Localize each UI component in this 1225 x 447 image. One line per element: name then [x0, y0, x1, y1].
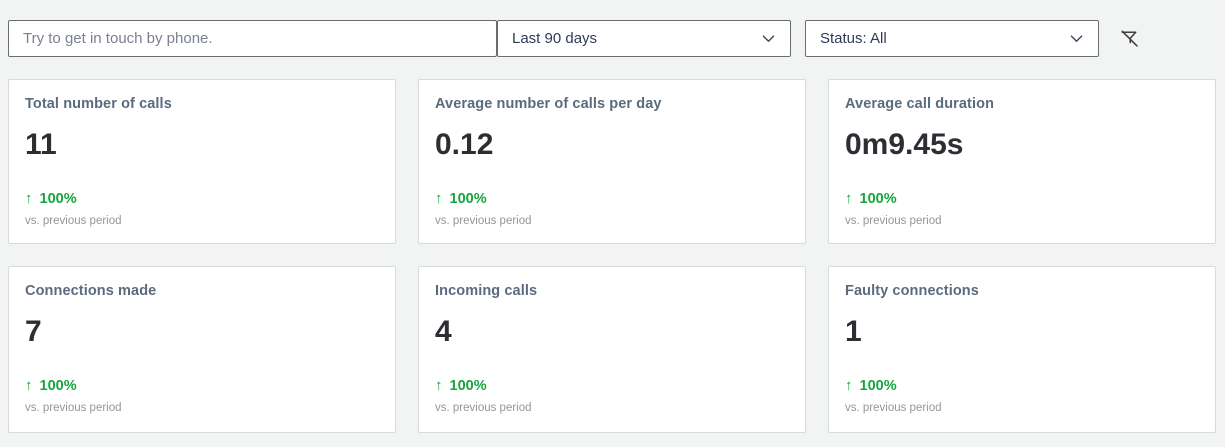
stat-value: 1 [845, 315, 862, 348]
stat-comparison: vs. previous period [435, 215, 532, 227]
stat-comparison: vs. previous period [25, 215, 122, 227]
stat-value: 4 [435, 315, 452, 348]
status-select[interactable]: Status: All [805, 20, 1099, 57]
stat-title: Incoming calls [435, 283, 538, 299]
up-arrow-icon: ↑ [845, 377, 853, 394]
stat-card-total-calls: Total number of calls 11 ↑ 100% vs. prev… [8, 79, 396, 244]
stat-change: ↑ 100% [845, 377, 1199, 394]
stat-comparison: vs. previous period [845, 215, 942, 227]
stat-change-percent: 100% [449, 377, 487, 394]
stat-comparison: vs. previous period [25, 402, 122, 414]
calls-dashboard: Last 90 days Status: All [0, 20, 1225, 447]
chevron-down-icon [1068, 30, 1085, 47]
stat-comparison: vs. previous period [845, 402, 942, 414]
clear-filters-button[interactable] [1116, 25, 1143, 52]
date-range-select[interactable]: Last 90 days [497, 20, 791, 57]
stat-card-avg-calls-per-day: Average number of calls per day 0.12 ↑ 1… [418, 79, 806, 244]
chevron-down-icon [760, 30, 777, 47]
stat-title: Connections made [25, 283, 157, 299]
stat-change: ↑ 100% [845, 190, 1199, 207]
stat-card-faulty-connections: Faulty connections 1 ↑ 100% vs. previous… [828, 266, 1216, 433]
stats-grid: Total number of calls 11 ↑ 100% vs. prev… [8, 79, 1216, 433]
stat-card-connections-made: Connections made 7 ↑ 100% vs. previous p… [8, 266, 396, 433]
stat-change-percent: 100% [859, 377, 897, 394]
stat-comparison: vs. previous period [435, 402, 532, 414]
search-input[interactable] [8, 20, 497, 57]
stat-value: 0.12 [435, 128, 494, 161]
stat-title: Average call duration [845, 96, 995, 112]
filters-bar: Last 90 days Status: All [8, 20, 1216, 57]
up-arrow-icon: ↑ [25, 190, 33, 207]
stat-change: ↑ 100% [435, 377, 789, 394]
up-arrow-icon: ↑ [845, 190, 853, 207]
stat-change: ↑ 100% [25, 377, 379, 394]
stat-card-avg-call-duration: Average call duration 0m9.45s ↑ 100% vs.… [828, 79, 1216, 244]
stat-title: Total number of calls [25, 96, 172, 112]
stat-value: 11 [25, 128, 57, 161]
filter-off-icon [1118, 27, 1141, 50]
stat-change-percent: 100% [39, 190, 77, 207]
stat-title: Faulty connections [845, 283, 979, 299]
up-arrow-icon: ↑ [25, 377, 33, 394]
stat-change-percent: 100% [39, 377, 77, 394]
stat-change: ↑ 100% [25, 190, 379, 207]
stat-value: 7 [25, 315, 42, 348]
stat-value: 0m9.45s [845, 128, 964, 161]
date-range-value: Last 90 days [512, 30, 598, 47]
stat-title: Average number of calls per day [435, 96, 662, 112]
up-arrow-icon: ↑ [435, 190, 443, 207]
stat-card-incoming-calls: Incoming calls 4 ↑ 100% vs. previous per… [418, 266, 806, 433]
stat-change: ↑ 100% [435, 190, 789, 207]
status-value: Status: All [820, 30, 887, 47]
up-arrow-icon: ↑ [435, 377, 443, 394]
stat-change-percent: 100% [859, 190, 897, 207]
stat-change-percent: 100% [449, 190, 487, 207]
